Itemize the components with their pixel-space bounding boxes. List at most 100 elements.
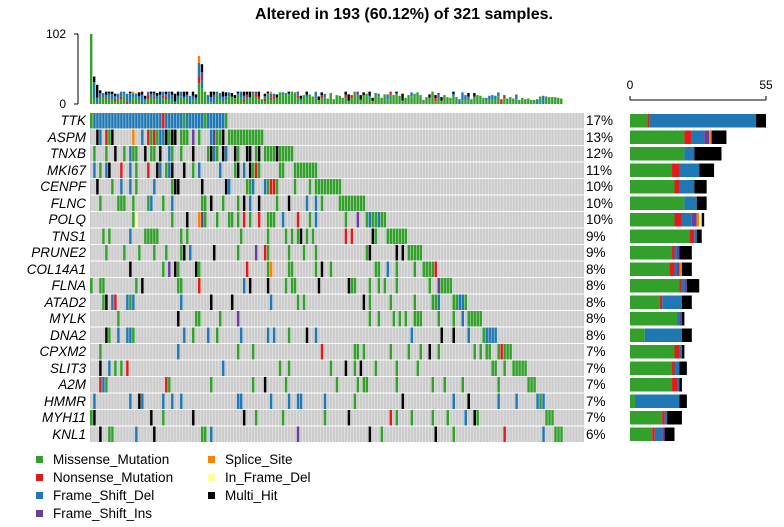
matrix-row-hmmr [90,393,584,409]
mutation-cell [90,278,93,294]
top-bar-segment [485,100,488,104]
top-bar-segment [350,95,353,99]
mutation-cell [389,294,393,310]
matrix-row-polq [90,212,584,228]
mutation-cell [341,195,345,211]
mutation-cell [260,129,264,145]
top-bar-segment [143,98,147,102]
mutation-cell [395,261,399,277]
mutation-cell [491,327,494,343]
top-bar-segment [371,97,374,101]
right-bar-segment-slit3 [674,361,680,375]
mutation-cell [395,360,399,376]
percent-label: 8% [586,261,606,277]
mutation-cell [380,212,384,228]
matrix-row-aspm [90,129,584,145]
mutation-cell [254,129,258,145]
top-bar-segment [137,92,141,97]
top-bar-segment [215,91,219,95]
mutation-cell [296,294,300,310]
top-bar-segment [389,94,392,104]
top-bar-segment [515,94,518,100]
mutation-cell [167,261,171,277]
right-bar-segment-slit3 [679,361,687,375]
top-bar-segment [296,95,299,98]
mutation-cell [134,146,138,162]
mutation-cell [266,245,270,261]
top-bar-segment [269,93,273,98]
top-bar-segment [407,95,410,104]
mutation-cell [431,377,435,393]
legend-item: Nonsense_Mutation [36,470,173,485]
right-bar-segment-tnxb [630,147,685,161]
top-bar-segment [275,94,279,98]
mutation-cell [173,179,177,195]
top-bar-segment [248,96,252,99]
mutation-cell [149,129,153,145]
mutation-cell [146,129,150,145]
mutation-cell [104,245,108,261]
mutation-cell [434,261,438,277]
top-bar-segment [449,97,452,104]
top-bar-segment [272,98,276,104]
mutation-cell [167,146,171,162]
mutation-cell [308,179,312,195]
mutation-cell [167,377,171,393]
top-axis-tick-label: 102 [46,27,66,41]
top-bar-segment [200,72,204,81]
top-bar-segment [185,91,189,95]
mutation-cell [287,327,291,343]
mutation-cell [197,113,201,129]
mutation-cell [269,179,273,195]
mutation-cell [374,360,378,376]
mutation-cell [251,377,255,393]
mutation-cell [107,327,111,343]
mutation-cell [110,179,114,195]
right-bar-segment-flna [681,279,685,293]
mutation-cell [209,195,213,211]
mutation-cell [314,212,318,228]
mutation-cell [503,426,506,442]
matrix-row-myh11 [90,410,584,426]
mutation-cell [401,393,405,409]
matrix-row-flna [90,278,584,294]
mutation-cell [392,311,396,327]
right-bar-segment-flnc [696,196,707,210]
mutation-cell [131,129,135,145]
mutation-cell [119,179,123,195]
mutation-cell [335,377,339,393]
mutation-cell [254,162,258,178]
mutation-cell [92,393,96,409]
top-bar-segment [401,93,404,101]
mutation-cell [146,228,150,244]
mutation-cell [464,294,468,310]
mutation-cell [164,129,168,145]
top-bar-segment [101,97,105,104]
mutation-cell [233,146,237,162]
top-bar-segment [173,93,177,102]
mutation-cell [497,377,500,393]
mutation-cell [188,245,192,261]
mutation-cell [215,129,219,145]
mutation-cell [197,261,201,277]
mutation-cell [287,393,291,409]
right-bar-segment-mki67 [679,163,700,177]
mutation-cell [539,393,542,409]
top-bar-segment [128,91,132,94]
mutation-cell [494,360,497,376]
mutation-cell [245,129,249,145]
top-bar-segment [92,98,96,104]
mutation-cell [368,245,372,261]
top-bar-segment [551,97,554,104]
matrix-row-background [90,245,584,261]
top-bar-segment [197,62,201,77]
mutation-cell [374,261,378,277]
right-bar-segment-flna [686,279,700,293]
mutation-cell [176,311,180,327]
mutation-cell [146,113,150,129]
mutation-cell [404,228,408,244]
mutation-cell [290,278,294,294]
mutation-cell [221,113,225,129]
top-bar-segment [191,97,195,100]
percent-label: 7% [586,410,606,425]
